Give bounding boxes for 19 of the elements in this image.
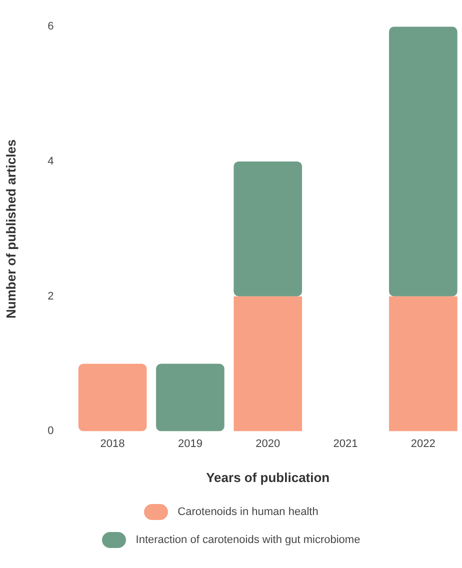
- bar: [156, 364, 224, 432]
- y-tick-label: 0: [48, 425, 54, 438]
- x-axis-title: Years of publication: [206, 470, 330, 485]
- bar: [389, 26, 458, 296]
- x-tick-label: 2020: [256, 438, 280, 450]
- bar: [234, 161, 302, 296]
- bar: [234, 296, 302, 432]
- y-tick-label: 4: [48, 156, 54, 168]
- x-tick-label: 2019: [178, 438, 202, 450]
- x-tick-label: 2022: [410, 438, 436, 450]
- y-tick-label: 6: [48, 20, 54, 33]
- x-tick-label: 2021: [333, 438, 358, 450]
- legend-label: Interaction of carotenoids with gut microbiome: [136, 534, 360, 546]
- legend-label: Carotenoids in human health: [178, 506, 318, 518]
- x-tick-label: 2018: [100, 438, 125, 450]
- y-axis-title: Number of published articles: [3, 139, 18, 318]
- bar: [389, 296, 458, 432]
- bar: [78, 364, 147, 432]
- y-tick-label: 2: [48, 290, 54, 302]
